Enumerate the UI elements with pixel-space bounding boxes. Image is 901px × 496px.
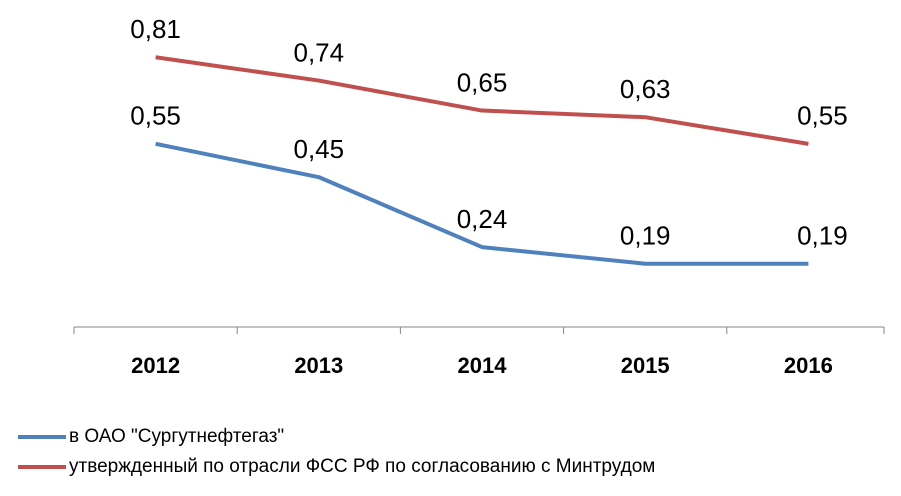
data-label: 0,45 — [293, 134, 344, 164]
data-label: 0,55 — [797, 101, 848, 131]
data-label: 0,24 — [457, 204, 508, 234]
x-tick-label: 2012 — [131, 353, 180, 378]
x-tick-label: 2013 — [294, 353, 343, 378]
series-line — [155, 55, 809, 146]
data-label: 0,19 — [797, 221, 848, 251]
legend-label: утвержденный по отрасли ФСС РФ по соглас… — [69, 456, 655, 477]
x-tick-label: 2014 — [458, 353, 508, 378]
data-label: 0,81 — [130, 14, 181, 44]
x-tick-label: 2016 — [784, 353, 833, 378]
data-label: 0,74 — [293, 37, 344, 67]
data-label: 0,63 — [620, 74, 671, 104]
data-label: 0,19 — [620, 221, 671, 251]
data-label: 0,65 — [457, 67, 508, 97]
data-label: 0,55 — [130, 101, 181, 131]
series-line — [155, 141, 809, 266]
legend-label: в ОАО "Сургутнефтегаз" — [69, 426, 284, 447]
x-tick-label: 2015 — [621, 353, 670, 378]
